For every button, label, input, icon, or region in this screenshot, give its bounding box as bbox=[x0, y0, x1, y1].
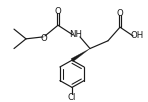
Polygon shape bbox=[71, 49, 90, 62]
Text: O: O bbox=[117, 9, 123, 18]
Text: O: O bbox=[55, 7, 61, 16]
Text: NH: NH bbox=[70, 30, 82, 39]
Text: O: O bbox=[41, 34, 47, 43]
Text: Cl: Cl bbox=[68, 93, 76, 102]
Text: OH: OH bbox=[130, 31, 144, 40]
